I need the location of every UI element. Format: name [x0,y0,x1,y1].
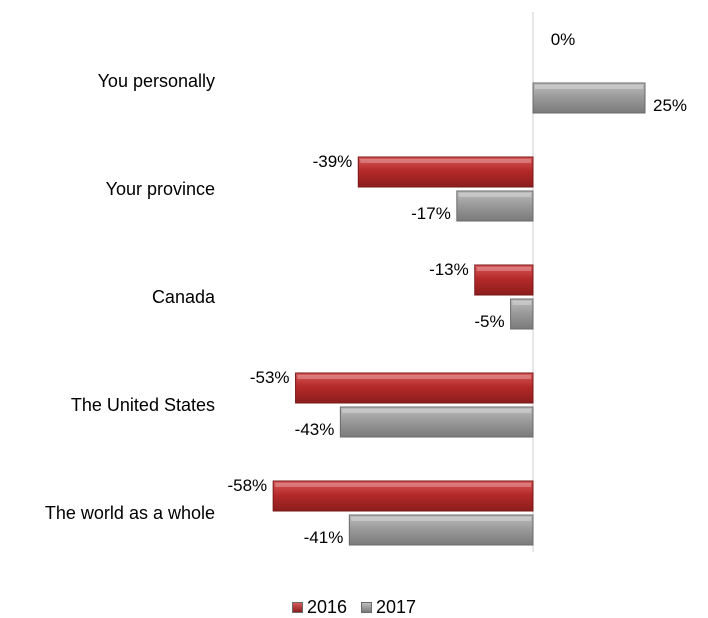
bar-2017 [348,514,534,546]
bar-2017 [532,82,646,114]
bar-2017 [510,298,534,330]
legend-item-2017: 2017 [361,597,416,618]
category-label: Your province [106,179,215,199]
legend-item-2016: 2016 [291,597,347,618]
bar-2017 [456,190,534,222]
bar-2016 [295,372,534,404]
data-label-2017: 25% [653,96,687,115]
data-label-2017: -43% [295,420,335,439]
data-label-2017: -5% [474,312,504,331]
data-label-2016: -13% [429,260,469,279]
bar-highlight [275,483,531,487]
bar-highlight [297,375,531,379]
data-label-2016: 0% [551,30,576,49]
bar-highlight [351,517,531,521]
bar-highlight [512,301,531,305]
category-label: The United States [71,395,215,415]
bar-2017 [339,406,534,438]
bar-2016 [357,156,534,188]
legend-swatch-2017 [361,602,372,613]
bar-2016 [272,480,534,512]
legend-swatch-2016 [291,602,303,613]
data-label-2017: -41% [304,528,344,547]
bar-2016 [474,264,534,296]
category-label: The world as a whole [45,503,215,523]
legend-label-2016: 2016 [306,597,347,617]
category-label: You personally [98,71,215,91]
bar-highlight [535,85,643,89]
data-label-2017: -17% [411,204,451,223]
data-label-2016: -58% [227,476,267,495]
bar-highlight [342,409,531,413]
legend: 2016 2017 [0,597,708,618]
data-label-2016: -53% [250,368,290,387]
bar-highlight [458,193,531,197]
legend-label-2017: 2017 [376,597,417,617]
data-label-2016: -39% [313,152,353,171]
bar-highlight [360,159,531,163]
category-label: Canada [152,287,216,307]
bar-highlight [476,267,531,271]
bar-chart: You personally 0% 25% Your province -39% -17%… [45,12,687,552]
